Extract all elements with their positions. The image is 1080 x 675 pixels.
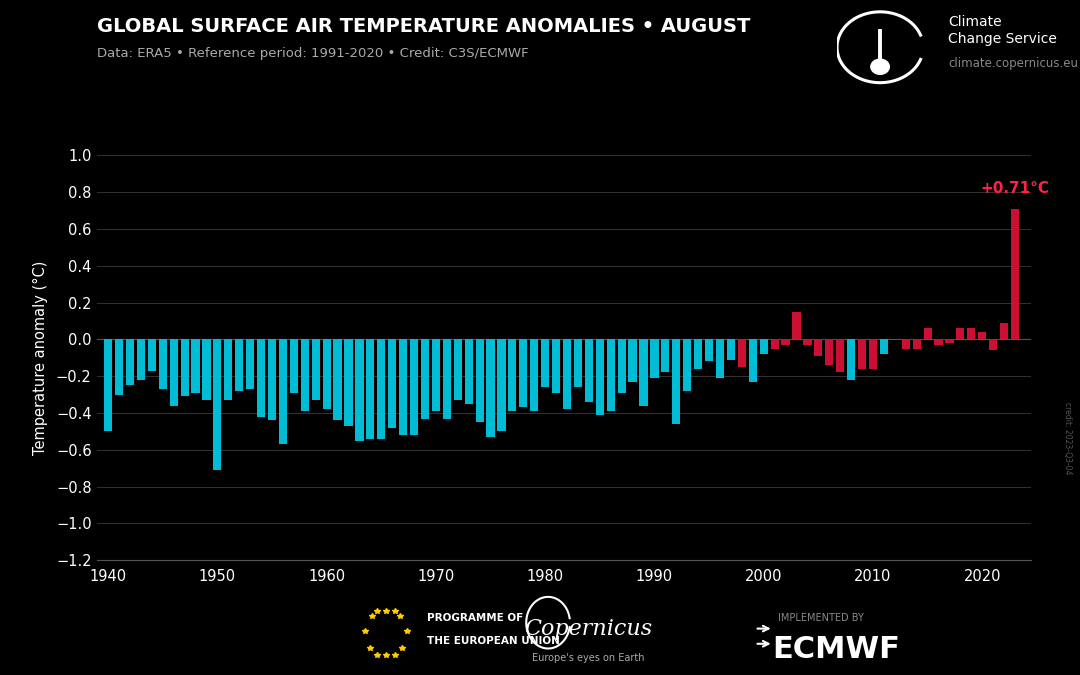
Bar bbox=[607, 340, 615, 411]
Bar bbox=[727, 340, 735, 360]
Bar bbox=[759, 340, 768, 354]
Bar bbox=[934, 340, 943, 345]
Bar bbox=[836, 340, 845, 373]
Bar bbox=[945, 340, 954, 343]
Bar bbox=[705, 340, 713, 361]
Bar bbox=[509, 340, 516, 411]
Bar bbox=[399, 340, 407, 435]
Bar bbox=[847, 340, 855, 380]
Bar bbox=[584, 340, 593, 402]
Bar bbox=[639, 340, 648, 406]
Bar bbox=[793, 312, 800, 340]
Bar bbox=[782, 340, 789, 345]
Bar bbox=[552, 340, 561, 393]
Bar bbox=[738, 340, 746, 367]
Bar bbox=[1011, 209, 1020, 340]
Text: Change Service: Change Service bbox=[948, 32, 1057, 47]
Bar bbox=[694, 340, 702, 369]
Bar bbox=[312, 340, 320, 400]
Bar bbox=[519, 340, 527, 408]
Bar bbox=[137, 340, 145, 380]
Bar bbox=[388, 340, 396, 428]
Text: Climate: Climate bbox=[948, 15, 1002, 29]
Bar bbox=[498, 340, 505, 431]
Bar bbox=[323, 340, 330, 409]
Bar bbox=[355, 340, 364, 441]
Bar bbox=[596, 340, 604, 415]
Bar bbox=[334, 340, 341, 421]
Bar bbox=[869, 340, 877, 369]
Bar bbox=[541, 340, 550, 387]
Bar bbox=[880, 340, 888, 354]
Bar bbox=[913, 340, 921, 348]
Text: Europe's eyes on Earth: Europe's eyes on Earth bbox=[532, 653, 645, 663]
Bar bbox=[563, 340, 571, 409]
Bar bbox=[684, 340, 691, 391]
Bar bbox=[902, 340, 909, 348]
Bar bbox=[432, 340, 440, 411]
Bar bbox=[825, 340, 834, 365]
Bar bbox=[126, 340, 134, 385]
Bar bbox=[1000, 323, 1009, 340]
Bar bbox=[377, 340, 386, 439]
Text: +0.71°C: +0.71°C bbox=[981, 181, 1050, 196]
Text: IMPLEMENTED BY: IMPLEMENTED BY bbox=[778, 613, 864, 622]
Bar bbox=[257, 340, 266, 416]
Bar bbox=[475, 340, 484, 422]
Bar bbox=[148, 340, 156, 371]
Bar bbox=[804, 340, 811, 345]
Bar bbox=[968, 328, 975, 340]
Bar bbox=[345, 340, 352, 426]
Bar bbox=[530, 340, 538, 411]
Text: THE EUROPEAN UNION: THE EUROPEAN UNION bbox=[427, 637, 559, 646]
Bar bbox=[748, 340, 757, 381]
Bar bbox=[170, 340, 178, 406]
Bar bbox=[629, 340, 637, 381]
Text: ECMWF: ECMWF bbox=[772, 635, 900, 664]
Text: Data: ERA5 • Reference period: 1991-2020 • Credit: C3S/ECMWF: Data: ERA5 • Reference period: 1991-2020… bbox=[97, 47, 529, 60]
Circle shape bbox=[870, 59, 889, 74]
Bar bbox=[443, 340, 451, 418]
Bar bbox=[246, 340, 254, 389]
Text: GLOBAL SURFACE AIR TEMPERATURE ANOMALIES • AUGUST: GLOBAL SURFACE AIR TEMPERATURE ANOMALIES… bbox=[97, 17, 751, 36]
Bar bbox=[672, 340, 680, 424]
Bar bbox=[716, 340, 724, 378]
Bar bbox=[159, 340, 166, 389]
Bar bbox=[923, 328, 932, 340]
Text: PROGRAMME OF: PROGRAMME OF bbox=[427, 613, 523, 622]
Bar bbox=[770, 340, 779, 348]
Bar bbox=[114, 340, 123, 395]
Bar bbox=[454, 340, 462, 400]
Bar bbox=[279, 340, 287, 444]
Bar bbox=[300, 340, 309, 411]
Bar bbox=[289, 340, 298, 393]
Bar bbox=[202, 340, 211, 400]
Bar bbox=[618, 340, 625, 393]
Bar bbox=[180, 340, 189, 396]
Y-axis label: Temperature anomaly (°C): Temperature anomaly (°C) bbox=[32, 261, 48, 455]
Bar bbox=[989, 340, 997, 350]
Bar bbox=[956, 328, 964, 340]
Bar bbox=[410, 340, 418, 435]
Bar bbox=[366, 340, 375, 439]
Bar bbox=[661, 340, 670, 373]
Bar bbox=[191, 340, 200, 393]
Bar bbox=[650, 340, 659, 378]
Bar bbox=[858, 340, 866, 369]
Bar bbox=[235, 340, 243, 391]
Text: climate.copernicus.eu: climate.copernicus.eu bbox=[948, 57, 1078, 70]
Bar bbox=[268, 340, 276, 421]
Bar bbox=[225, 340, 232, 400]
Text: Copernicus: Copernicus bbox=[525, 618, 652, 640]
Bar bbox=[486, 340, 495, 437]
Bar bbox=[814, 340, 823, 356]
Bar bbox=[213, 340, 221, 470]
Bar bbox=[573, 340, 582, 387]
Bar bbox=[421, 340, 429, 418]
Text: credit: 2023-Q3-04: credit: 2023-Q3-04 bbox=[1064, 402, 1072, 475]
Bar bbox=[104, 340, 112, 431]
Bar bbox=[978, 332, 986, 340]
Bar bbox=[464, 340, 473, 404]
